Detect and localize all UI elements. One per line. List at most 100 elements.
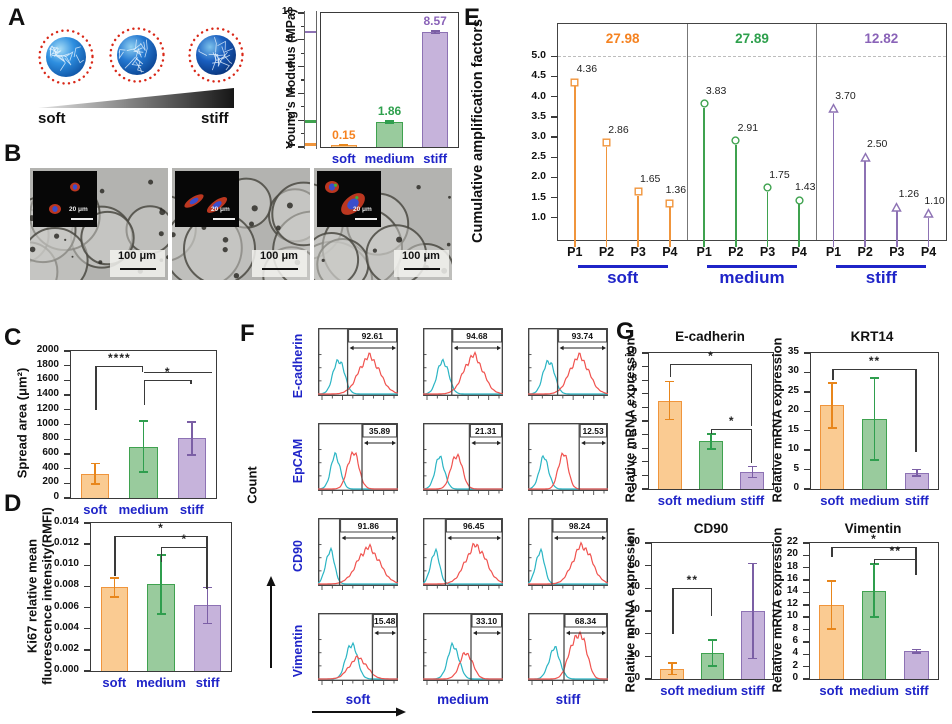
error-bar: [668, 381, 671, 420]
y-tick: [84, 585, 91, 588]
y-minor-tick: [301, 25, 305, 28]
intensity-axis-arrow: [312, 707, 406, 717]
flow-histogram-E-cadherin-stiff: 93.74: [527, 328, 609, 412]
error-cap: [90, 462, 100, 465]
lollipop-stem: [864, 161, 866, 247]
passage-label: P2: [598, 245, 615, 259]
flow-gate-percentage: 98.24: [569, 521, 591, 531]
flow-histogram-E-cadherin-soft: 92.61: [317, 328, 399, 412]
significance-bracket: [711, 429, 753, 431]
error-cap: [827, 427, 837, 429]
error-cap: [339, 144, 349, 147]
bar-stiff: [904, 651, 930, 679]
significance-label: **: [686, 573, 698, 588]
point-value-label: 1.65: [639, 172, 661, 185]
micrograph-soft: [0, 168, 175, 303]
error-bar: [710, 433, 712, 449]
y-tick-label: 200: [42, 476, 59, 488]
bracket-drop: [711, 588, 713, 616]
flow-histogram-CD90-stiff: 98.24: [527, 518, 609, 602]
y-tick: [64, 497, 71, 499]
y-tick-label: 1800: [36, 358, 59, 370]
flow-histogram-plot: 68.34: [528, 613, 608, 685]
krt14-mrna-chart: 0 5 10 15 20 25 30 35 soft medium stiff **: [788, 346, 939, 508]
micrograph-medium: [129, 168, 353, 305]
y-tick-label: 20: [628, 626, 640, 638]
flow-histogram-plot: 96.45: [422, 518, 504, 590]
y-tick-label: 14: [786, 585, 798, 597]
flow-row-label-epcam: EpCAM: [291, 438, 305, 484]
error-cap: [90, 483, 100, 485]
group-separator: [815, 24, 818, 240]
y-tick-label: 0.012: [53, 537, 79, 549]
flow-histogram-Vimentin-medium: 33.10: [423, 613, 503, 697]
passage-label: P4: [920, 245, 937, 259]
y-tick-label: 0.008: [53, 579, 79, 591]
significance-bracket: [669, 363, 753, 365]
y-tick-label: 2: [287, 113, 293, 125]
y-tick-label: 8: [631, 373, 637, 385]
y-tick-label: 16: [786, 573, 798, 585]
y-tick: [645, 587, 652, 590]
category-label: stiff: [740, 683, 765, 698]
group-underline: [707, 265, 797, 268]
bracket-drop: [190, 380, 192, 385]
group-underline: [577, 265, 668, 268]
y-tick-label: 1000: [36, 417, 59, 429]
data-point-marker-triangle: [859, 151, 871, 162]
error-cap: [869, 616, 879, 618]
spread-area-chart: 0 200 400 600 800 1000 1200 1400 1600 1800 2000 sof…: [37, 344, 217, 517]
y-tick-label: 8: [287, 32, 293, 44]
y-tick-label: 25: [787, 384, 799, 396]
error-cap: [826, 579, 836, 582]
chart-title-vimentin: Vimentin: [844, 521, 902, 536]
error-cap: [706, 448, 716, 450]
y-tick: [84, 670, 91, 672]
y-tick: [803, 665, 810, 668]
axis-strip-mark: [305, 30, 316, 33]
chart-title-krt14: KRT14: [850, 329, 894, 344]
panel-f-label: F: [240, 320, 255, 347]
flow-histogram-CD90-medium: 96.45: [422, 518, 504, 602]
y-tick-label: 30: [787, 365, 799, 377]
y-tick: [642, 447, 649, 449]
micrograph-svg: [266, 168, 455, 323]
lollipop-stem: [574, 86, 576, 247]
error-cap: [667, 673, 677, 676]
bracket-drop: [210, 372, 213, 374]
error-cap: [912, 474, 922, 477]
error-bar: [831, 382, 833, 428]
y-tick: [642, 352, 649, 354]
chart-title-cd90: CD90: [693, 521, 729, 536]
error-cap: [827, 382, 837, 384]
y-tick-label: 22: [786, 536, 798, 547]
y-tick: [804, 410, 811, 412]
ki67-axis-label-line1: Ki67 relative mean: [24, 538, 40, 654]
ki67-chart: 0.000 0.002 0.004 0.006 0.008 0.010 0.012 0.014…: [54, 516, 232, 690]
error-bar: [915, 649, 918, 653]
point-value-label: 4.36: [576, 63, 598, 76]
y-tick-label: 600: [42, 446, 59, 458]
significance-bracket: [95, 365, 144, 367]
flow-histogram-plot: 98.24: [527, 518, 609, 590]
y-tick-label: 10: [787, 443, 799, 455]
ecadherin-mrna-chart: 0 1 2 3 4 5 6 7 8 9 10 soft medium stiff * *: [626, 346, 774, 508]
bracket-drop: [915, 368, 917, 453]
flow-histogram-plot: 92.61: [317, 328, 399, 400]
y-tick: [551, 136, 558, 138]
y-tick-label: 5: [631, 414, 637, 425]
flow-col-label-soft: soft: [345, 692, 371, 707]
flow-histogram-plot: 93.74: [527, 328, 609, 400]
y-tick: [642, 420, 649, 422]
y-tick-label: 18: [786, 560, 798, 572]
data-point-marker-triangle: [828, 103, 839, 113]
error-bar: [206, 587, 209, 624]
significance-bracket: [874, 559, 917, 561]
y-tick: [803, 579, 810, 581]
y-tick: [551, 116, 558, 118]
error-cap: [109, 577, 119, 579]
error-cap: [747, 476, 757, 479]
category-label: stiff: [904, 683, 929, 698]
y-tick-label: 0.006: [53, 600, 79, 612]
y-tick: [645, 678, 652, 680]
